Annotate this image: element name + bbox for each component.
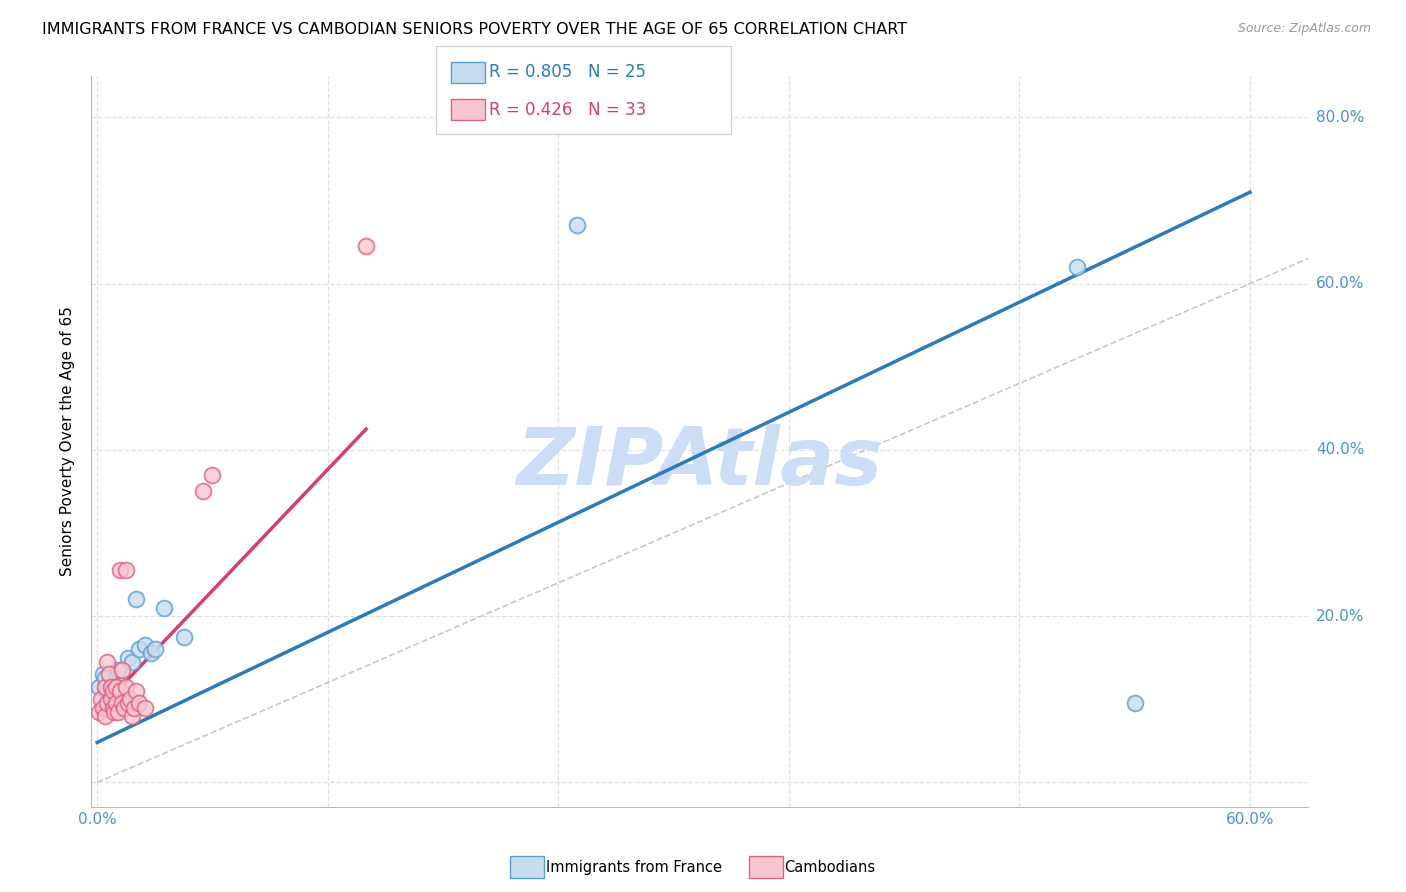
Point: [100, 688, 122, 702]
Point: [354, 239, 377, 253]
Point: [111, 697, 134, 711]
Point: [101, 684, 124, 698]
Point: [191, 484, 214, 499]
Point: [122, 700, 145, 714]
Point: [115, 680, 138, 694]
Point: [1066, 260, 1088, 274]
Point: [91, 667, 114, 681]
Point: [108, 684, 131, 698]
Point: [121, 708, 143, 723]
Point: [96, 697, 118, 711]
Point: [91, 700, 114, 714]
Point: [87, 680, 110, 694]
Point: [87, 705, 110, 719]
Point: [105, 680, 128, 694]
Point: [134, 638, 156, 652]
Point: [96, 655, 118, 669]
Text: 80.0%: 80.0%: [1316, 110, 1364, 125]
Text: IMMIGRANTS FROM FRANCE VS CAMBODIAN SENIORS POVERTY OVER THE AGE OF 65 CORRELATI: IMMIGRANTS FROM FRANCE VS CAMBODIAN SENI…: [42, 22, 907, 37]
Point: [111, 700, 134, 714]
Point: [153, 600, 176, 615]
Point: [139, 647, 162, 661]
Point: [128, 642, 150, 657]
Point: [121, 655, 143, 669]
Text: Cambodians: Cambodians: [785, 860, 876, 874]
Point: [96, 684, 118, 698]
Point: [107, 705, 129, 719]
Point: [124, 684, 146, 698]
Point: [103, 680, 125, 694]
Text: 40.0%: 40.0%: [1316, 442, 1364, 458]
Point: [105, 697, 128, 711]
Point: [94, 672, 117, 686]
Point: [108, 563, 131, 577]
Point: [100, 680, 122, 694]
Point: [112, 700, 135, 714]
Point: [100, 692, 122, 706]
Text: Immigrants from France: Immigrants from France: [546, 860, 721, 874]
Point: [567, 219, 589, 233]
Text: ZIPAtlas: ZIPAtlas: [516, 425, 883, 502]
Point: [134, 700, 156, 714]
Text: 60.0%: 60.0%: [1316, 277, 1364, 291]
Point: [128, 697, 150, 711]
Point: [143, 642, 166, 657]
Point: [173, 630, 195, 644]
Point: [101, 697, 124, 711]
Y-axis label: Seniors Poverty Over the Age of 65: Seniors Poverty Over the Age of 65: [60, 307, 76, 576]
Point: [1123, 697, 1146, 711]
Point: [124, 592, 146, 607]
Point: [111, 663, 134, 677]
Point: [118, 692, 141, 706]
Point: [94, 708, 117, 723]
Point: [105, 672, 128, 686]
Point: [97, 667, 120, 681]
Point: [115, 563, 138, 577]
Point: [115, 688, 138, 702]
Point: [97, 692, 120, 706]
Text: Source: ZipAtlas.com: Source: ZipAtlas.com: [1237, 22, 1371, 36]
Point: [117, 650, 139, 665]
Point: [201, 467, 224, 482]
Point: [108, 684, 131, 698]
Point: [103, 705, 125, 719]
Text: 20.0%: 20.0%: [1316, 608, 1364, 624]
Point: [94, 680, 117, 694]
Point: [117, 697, 139, 711]
Text: R = 0.805   N = 25: R = 0.805 N = 25: [489, 63, 647, 81]
Point: [101, 700, 124, 714]
Point: [90, 692, 112, 706]
Text: R = 0.426   N = 33: R = 0.426 N = 33: [489, 101, 647, 119]
Point: [107, 663, 129, 677]
